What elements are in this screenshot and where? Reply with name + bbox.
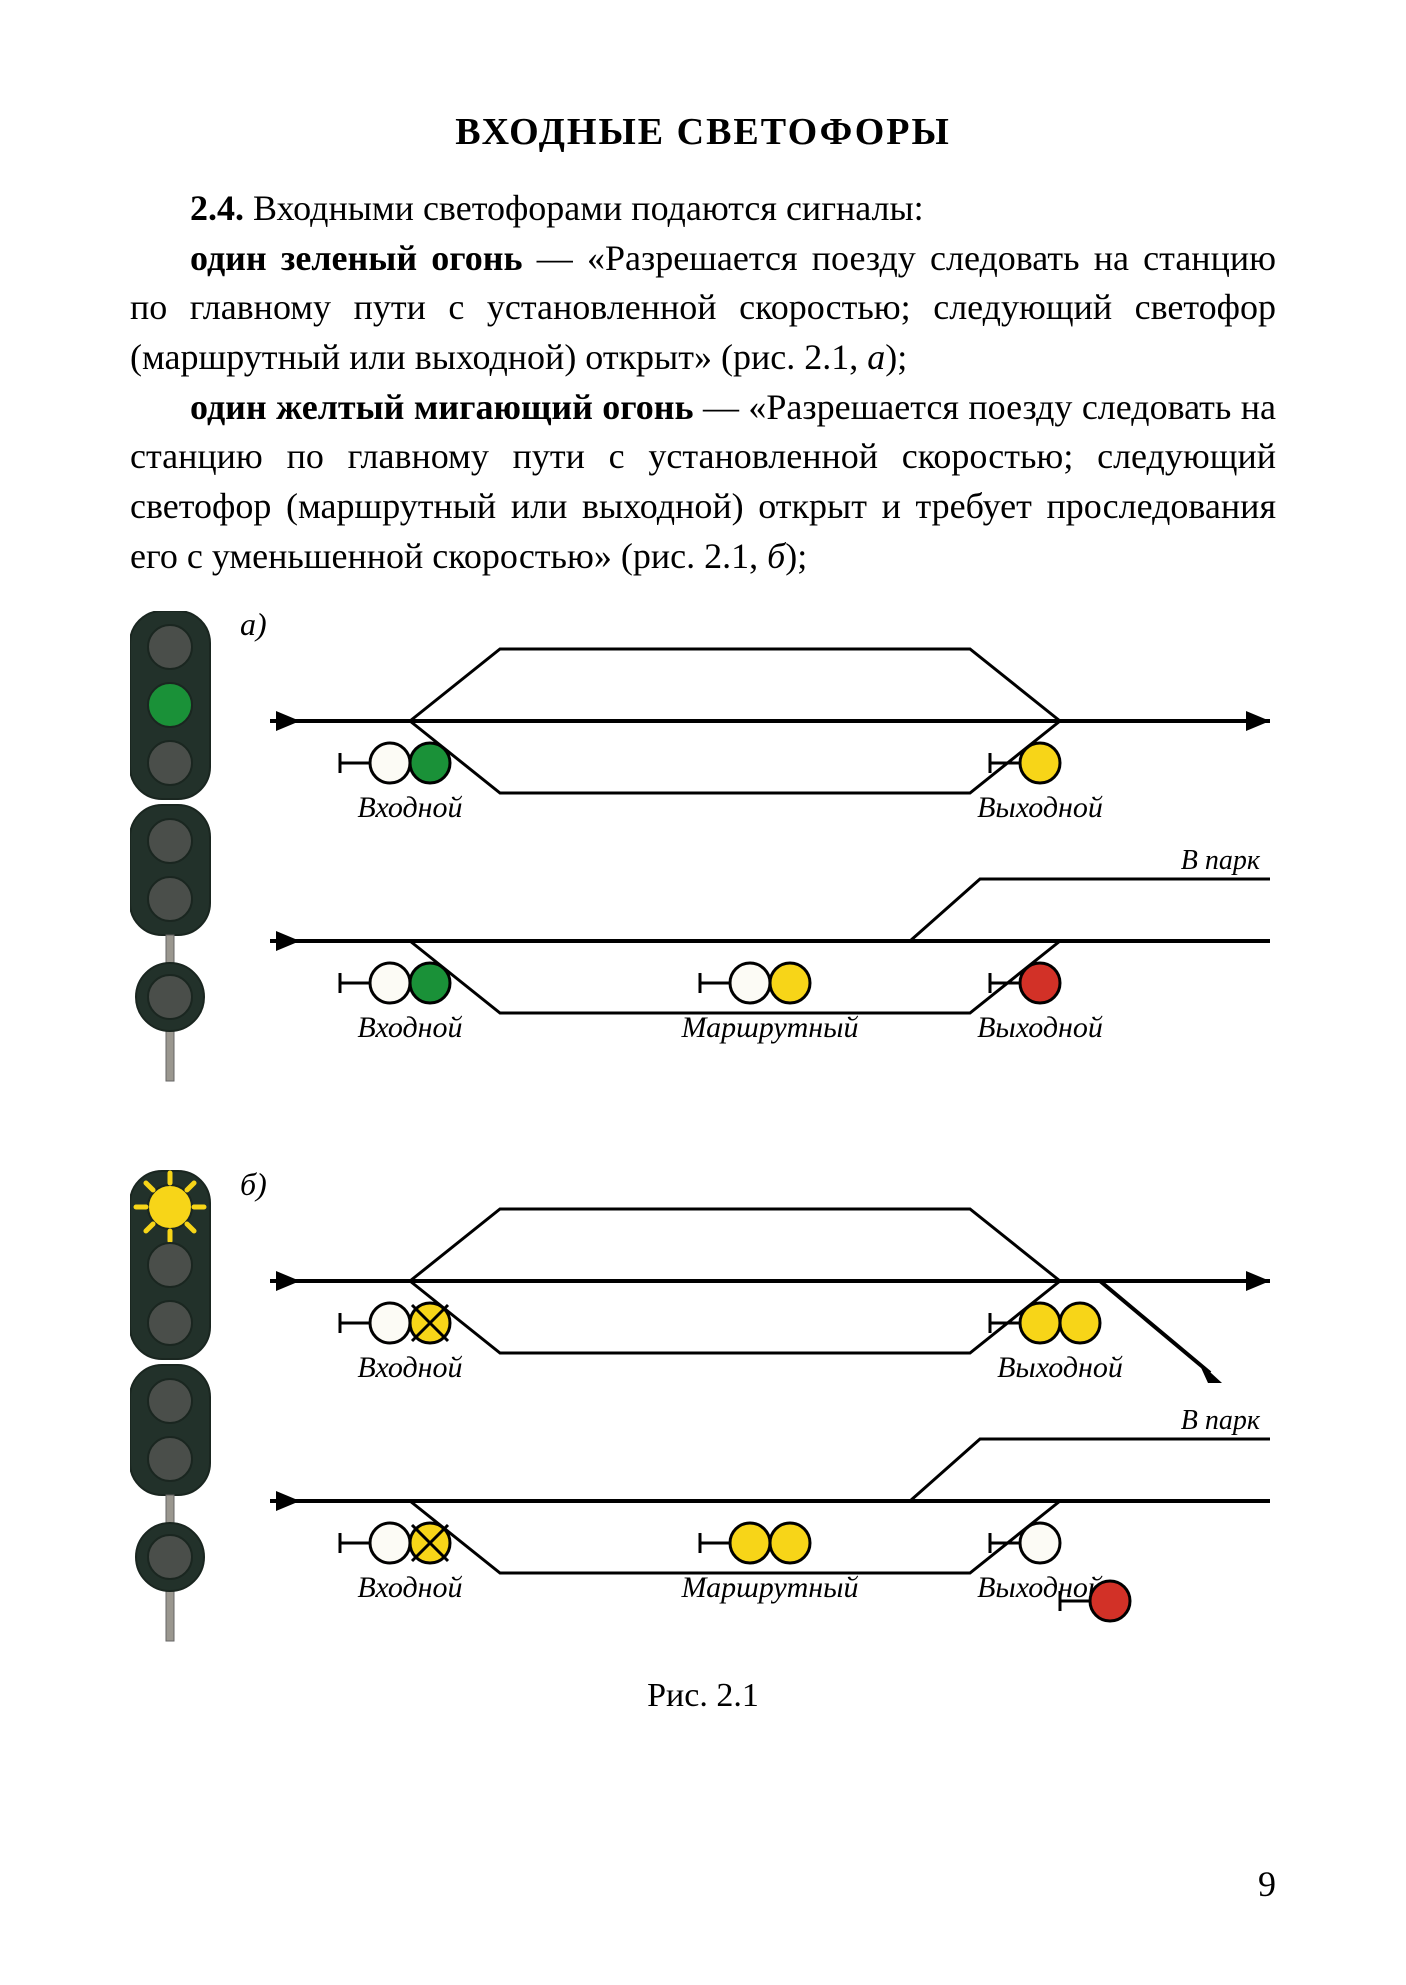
signal-name-1: один желтый мигающий огонь bbox=[190, 387, 694, 427]
svg-text:Выходной: Выходной bbox=[977, 791, 1103, 824]
signal-fig-0: a bbox=[867, 337, 885, 377]
svg-text:б): б) bbox=[240, 1166, 267, 1202]
svg-text:Входной: Входной bbox=[357, 1011, 462, 1044]
svg-text:Выходной: Выходной bbox=[997, 1351, 1123, 1384]
signal-fig-1: б bbox=[767, 536, 785, 576]
svg-text:Выходной: Выходной bbox=[977, 1571, 1103, 1604]
svg-text:Выходной: Выходной bbox=[977, 1011, 1103, 1044]
signal-tail-0: ); bbox=[885, 337, 907, 377]
body-intro: Входными светофорами подаются сигналы: bbox=[253, 188, 924, 228]
signal-tail-1: ); bbox=[785, 536, 807, 576]
svg-text:Маршрутный: Маршрутный bbox=[681, 1571, 859, 1604]
svg-text:В парк: В парк bbox=[1181, 1405, 1261, 1436]
signal-name-0: один зеленый огонь bbox=[190, 238, 523, 278]
page-number: 9 bbox=[1258, 1863, 1276, 1905]
svg-text:Входной: Входной bbox=[357, 1571, 462, 1604]
svg-text:Входной: Входной bbox=[357, 1351, 462, 1384]
body-text: 2.4. Входными светофорами подаются сигна… bbox=[130, 184, 1276, 581]
figure-caption: Рис. 2.1 bbox=[130, 1677, 1276, 1715]
page-title: ВХОДНЫЕ СВЕТОФОРЫ bbox=[130, 110, 1276, 154]
svg-text:Входной: Входной bbox=[357, 791, 462, 824]
svg-text:Маршрутный: Маршрутный bbox=[681, 1011, 859, 1044]
figure-block: a) Входной Выходной В парк Входной Маршрутный… bbox=[130, 611, 1276, 1715]
figure-svg: a) Входной Выходной В парк Входной Маршрутный… bbox=[130, 611, 1276, 1671]
svg-text:В парк: В парк bbox=[1181, 845, 1261, 876]
page: ВХОДНЫЕ СВЕТОФОРЫ 2.4. Входными светофор… bbox=[0, 0, 1406, 1985]
svg-text:a): a) bbox=[240, 611, 267, 642]
section-number: 2.4. bbox=[190, 188, 244, 228]
